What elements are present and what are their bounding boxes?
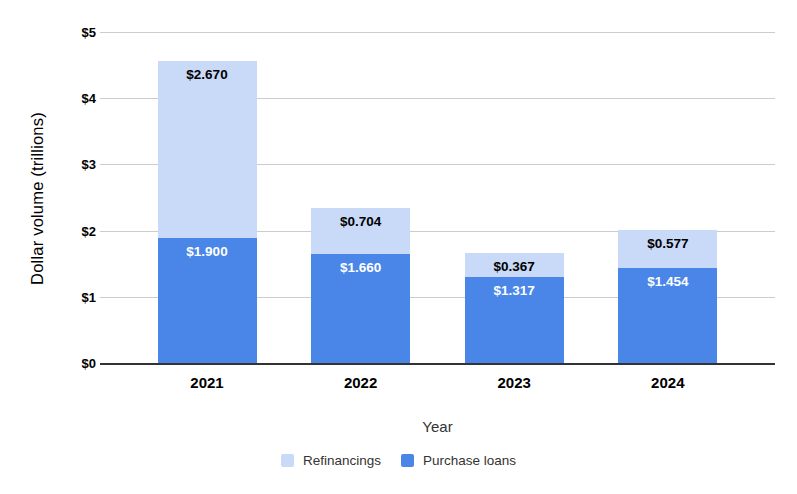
legend-swatch	[401, 454, 414, 467]
x-axis-title: Year	[100, 418, 775, 435]
bar-value-label: $0.704	[311, 214, 410, 229]
bar-stack-2021: $2.670 $1.900	[158, 61, 257, 364]
bar-value-label: $2.670	[158, 67, 257, 82]
legend-item-refinancings: Refinancings	[281, 453, 381, 468]
y-tick-label: $4	[50, 91, 96, 106]
bar-stack-2024: $0.577 $1.454	[618, 230, 717, 364]
x-tick-label-2021: 2021	[157, 374, 257, 391]
y-tick-label: $3	[50, 157, 96, 172]
bar-segment-2024-refinancings: $0.577	[618, 230, 717, 268]
bar-segment-2021-purchase-loans: $1.900	[158, 238, 257, 364]
bar-segment-2022-purchase-loans: $1.660	[311, 254, 410, 364]
bar-value-label: $1.660	[311, 260, 410, 275]
x-tick-label-2024: 2024	[618, 374, 718, 391]
stacked-bar-chart: Dollar volume (trillions) $2.670 $1.900 $0…	[0, 0, 797, 494]
bar-value-label: $0.577	[618, 236, 717, 251]
legend-label: Refinancings	[303, 453, 381, 468]
bar-segment-2023-purchase-loans: $1.317	[465, 277, 564, 364]
bar-segment-2021-refinancings: $2.670	[158, 61, 257, 238]
plot-area: $2.670 $1.900 $0.704 $1.660 $0.367 $1.317 $0.5…	[100, 33, 775, 364]
bar-stack-2022: $0.704 $1.660	[311, 208, 410, 364]
legend-swatch	[281, 454, 294, 467]
bar-stack-2023: $0.367 $1.317	[465, 253, 564, 364]
bar-value-label: $1.454	[618, 274, 717, 289]
y-tick-label: $5	[50, 25, 96, 40]
x-axis-line	[100, 363, 775, 365]
bar-value-label: $1.317	[465, 283, 564, 298]
bar-segment-2022-refinancings: $0.704	[311, 208, 410, 255]
x-tick-label-2022: 2022	[311, 374, 411, 391]
y-axis-title: Dollar volume (trillions)	[22, 33, 52, 364]
chart-legend: Refinancings Purchase loans	[0, 451, 797, 469]
bar-segment-2024-purchase-loans: $1.454	[618, 268, 717, 364]
bar-value-label: $1.900	[158, 244, 257, 259]
y-tick-label: $2	[50, 224, 96, 239]
y-tick-label: $1	[50, 290, 96, 305]
gridline	[100, 32, 775, 33]
legend-label: Purchase loans	[423, 453, 516, 468]
bar-value-label: $0.367	[465, 259, 564, 274]
bar-segment-2023-refinancings: $0.367	[465, 253, 564, 277]
x-tick-label-2023: 2023	[464, 374, 564, 391]
y-axis-title-text: Dollar volume (trillions)	[28, 112, 47, 285]
y-tick-label: $0	[50, 356, 96, 371]
legend-item-purchase-loans: Purchase loans	[401, 453, 516, 468]
